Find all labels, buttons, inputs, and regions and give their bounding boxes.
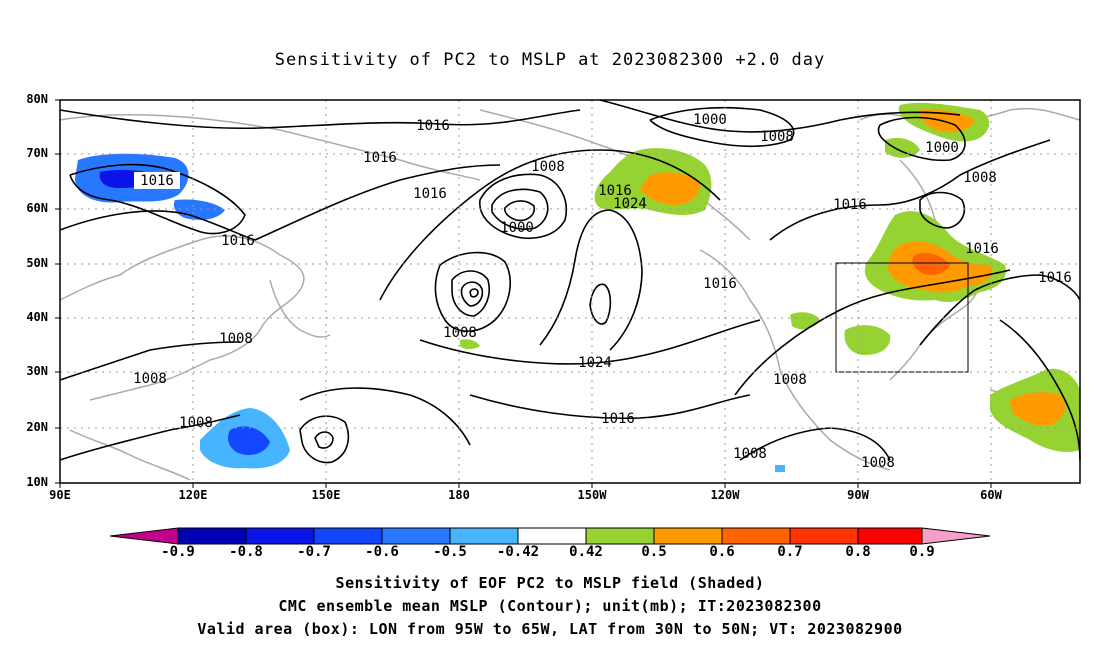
contour-label: 1016 (598, 183, 632, 199)
colorbar-label: 0.9 (909, 544, 935, 560)
contour-label: 1024 (613, 196, 647, 212)
colorbar-label: 0.5 (641, 544, 667, 560)
contour-label: 1008 (733, 446, 767, 462)
colorbar-label: 0.42 (569, 544, 603, 560)
colorbar-label: -0.6 (365, 544, 399, 560)
colorbar-label: 0.6 (709, 544, 735, 560)
lon-label: 90W (847, 488, 869, 502)
contour-label: 1008 (531, 159, 565, 175)
colorbar-swatch (517, 527, 587, 545)
contour-labels: 1016 1016 1016 1016 1016 1008 1000 1016 … (133, 112, 1072, 471)
colorbar-label: 0.7 (777, 544, 803, 560)
lat-label: 10N (26, 475, 48, 489)
colorbar-swatch (313, 527, 383, 545)
colorbar-swatch (857, 527, 923, 545)
lon-label: 120W (710, 488, 740, 502)
mslp-contours (59, 99, 1081, 464)
contour-label: 1016 (703, 276, 737, 292)
caption-line-1: Sensitivity of EOF PC2 to MSLP field (Sh… (335, 574, 765, 592)
gridlines (60, 100, 1080, 483)
colorbar-swatch (381, 527, 451, 545)
contour-label: 1016 (363, 150, 397, 166)
contour-label: 1000 (925, 140, 959, 156)
colorbar-label: 0.8 (845, 544, 871, 560)
colorbar-label: -0.5 (433, 544, 467, 560)
caption-line-2: CMC ensemble mean MSLP (Contour); unit(m… (278, 597, 822, 615)
colorbar-low-arrow (109, 527, 179, 545)
contour-label: 1008 (133, 371, 167, 387)
contour-label: 1016 (1038, 270, 1072, 286)
contour-label: 1000 (500, 220, 534, 236)
contour-label: 1016 (833, 197, 867, 213)
contour-label: 1016 (140, 173, 174, 189)
contour-label: 1008 (760, 129, 794, 145)
contour-label: 1008 (963, 170, 997, 186)
colorbar-swatch (245, 527, 315, 545)
colorbar-high-arrow (921, 527, 991, 545)
lat-label: 70N (26, 146, 48, 160)
contour-label: 1008 (773, 372, 807, 388)
contour-label: 1016 (416, 118, 450, 134)
lat-label: 20N (26, 420, 48, 434)
lat-label: 40N (26, 310, 48, 324)
colorbar (109, 527, 991, 545)
contour-label: 1008 (443, 325, 477, 341)
contour-label: 1008 (861, 455, 895, 471)
contour-label: 1000 (693, 112, 727, 128)
lon-label: 150W (577, 488, 607, 502)
colorbar-swatch (449, 527, 519, 545)
colorbar-swatch (585, 527, 655, 545)
colorbar-swatch (789, 527, 859, 545)
caption-line-3: Valid area (box): LON from 95W to 65W, L… (197, 620, 903, 638)
contour-label: 1024 (578, 355, 612, 371)
colorbar-swatch (653, 527, 723, 545)
lon-label: 90E (49, 488, 71, 502)
lat-label: 30N (26, 364, 48, 378)
colorbar-label: -0.42 (496, 544, 540, 560)
lon-label: 60W (980, 488, 1002, 502)
map-title: Sensitivity of PC2 to MSLP at 2023082300… (274, 50, 826, 70)
lat-label: 80N (26, 92, 48, 106)
colorbar-swatch (721, 527, 791, 545)
contour-label: 1016 (965, 241, 999, 257)
lon-label: 120E (178, 488, 208, 502)
colorbar-label: -0.7 (297, 544, 331, 560)
contour-label: 1008 (219, 331, 253, 347)
colorbar-swatch (177, 527, 247, 545)
lat-label: 50N (26, 256, 48, 270)
colorbar-label: -0.9 (161, 544, 195, 560)
lon-label: 150E (311, 488, 341, 502)
colorbar-label: -0.8 (229, 544, 263, 560)
contour-label: 1008 (179, 415, 213, 431)
lon-label: 180 (448, 488, 470, 502)
contour-label: 1016 (601, 411, 635, 427)
lat-label: 60N (26, 201, 48, 215)
map-frame (59, 99, 1081, 484)
axis-ticks (55, 99, 992, 488)
contour-label: 1016 (221, 233, 255, 249)
contour-label: 1016 (413, 186, 447, 202)
